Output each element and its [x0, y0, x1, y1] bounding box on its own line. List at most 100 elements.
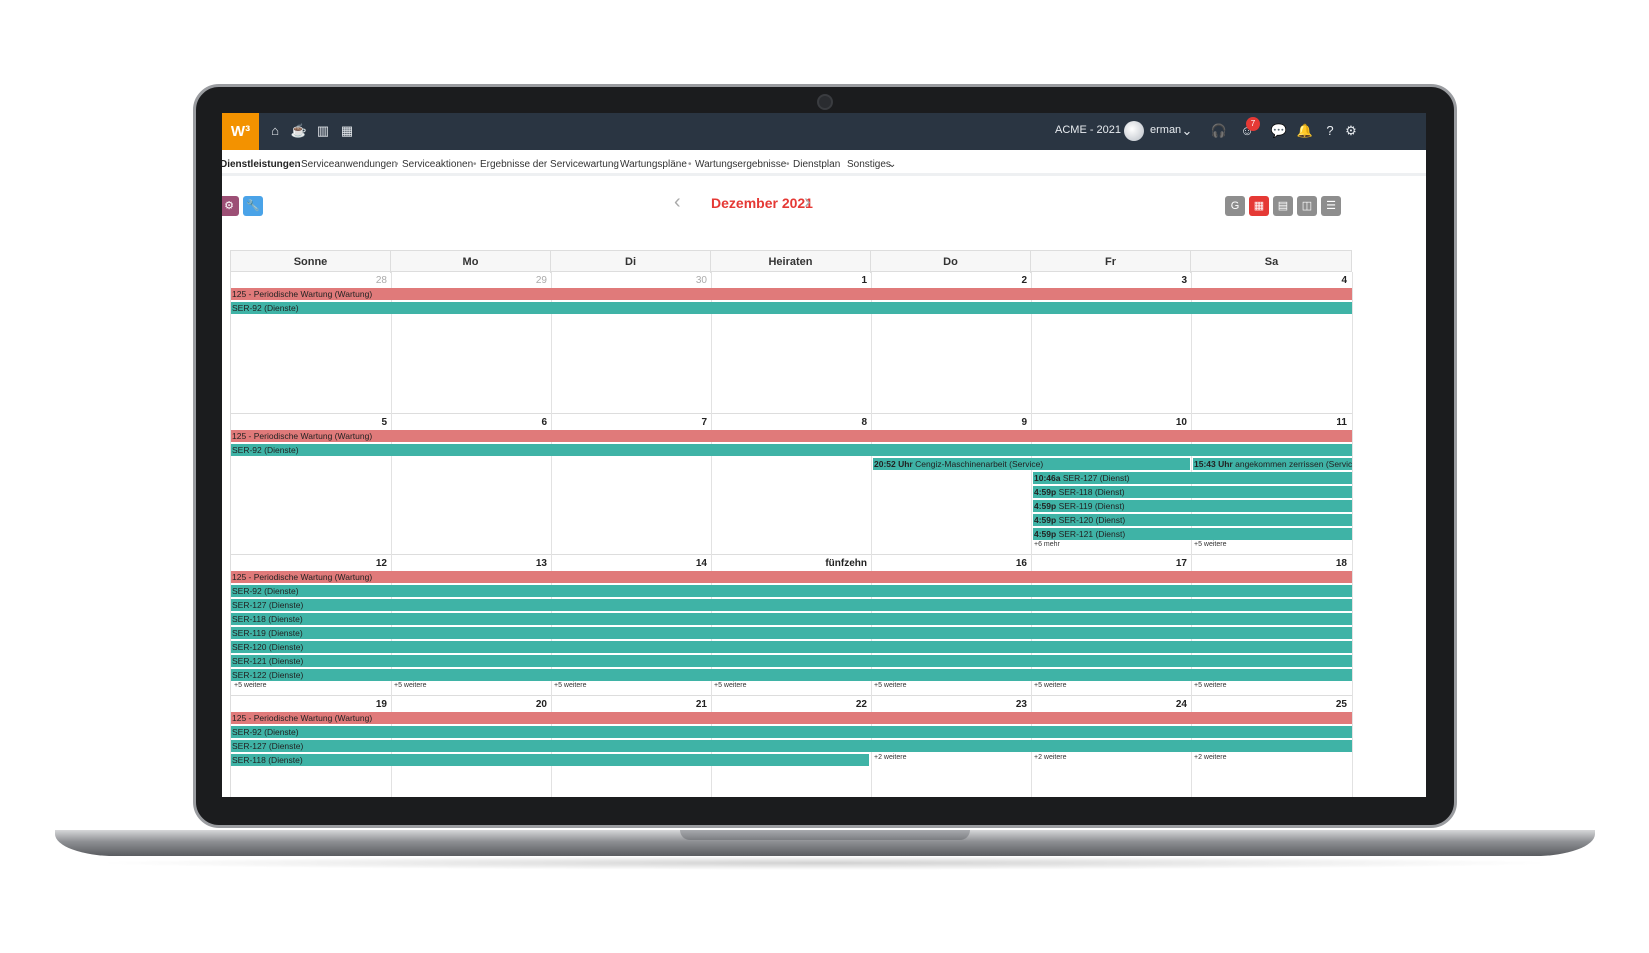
day-number[interactable]: 10 [1175, 417, 1187, 428]
calendar-event[interactable]: 15:43 Uhr angekommen zerrissen (Service) [1193, 458, 1352, 470]
day-number[interactable]: 25 [1335, 699, 1347, 710]
gear-icon[interactable]: ⚙ [1345, 123, 1357, 138]
prev-month-arrow[interactable]: ‹ [674, 191, 681, 213]
day-number[interactable]: 12 [375, 558, 387, 569]
calendar-event[interactable]: 125 - Periodische Wartung (Wartung) [231, 571, 1352, 583]
more-events-link[interactable]: +2 weitere [1034, 754, 1067, 761]
more-events-link[interactable]: +5 weitere [1194, 682, 1227, 689]
day-number[interactable]: 23 [1015, 699, 1027, 710]
day-number[interactable]: fünfzehn [825, 558, 867, 569]
bell-icon[interactable]: 🔔 [1296, 123, 1314, 138]
day-number[interactable]: 8 [861, 417, 867, 428]
calendar-event[interactable]: 4:59p SER-118 (Dienst) [1033, 486, 1352, 498]
day-number[interactable]: 6 [541, 417, 547, 428]
more-events-link[interactable]: +2 weitere [874, 754, 907, 761]
subnav-item-wartungsplaene[interactable]: Wartungspläne [620, 159, 687, 170]
day-number[interactable]: 22 [855, 699, 867, 710]
calendar-event[interactable]: SER-127 (Dienste) [231, 599, 1352, 611]
calendar-event[interactable]: SER-118 (Dienste) [231, 754, 869, 766]
day-number[interactable]: 14 [695, 558, 707, 569]
day-number[interactable]: 3 [1181, 275, 1187, 286]
day-divider [1352, 272, 1353, 414]
more-events-link[interactable]: +5 weitere [394, 682, 427, 689]
user-name[interactable]: erman [1150, 124, 1182, 136]
next-month-arrow[interactable]: › [804, 191, 811, 213]
day-number[interactable]: 21 [695, 699, 707, 710]
day-number[interactable]: 16 [1015, 558, 1027, 569]
chevron-down-icon[interactable]: ⌄ [888, 159, 897, 170]
calendar-event[interactable]: SER-118 (Dienste) [231, 613, 1352, 625]
cup-icon[interactable]: ☕ [290, 123, 308, 138]
subnav-item-sonstiges[interactable]: Sonstiges [847, 159, 891, 170]
calendar-event[interactable]: SER-92 (Dienste) [231, 726, 1352, 738]
help-icon[interactable]: ? [1326, 123, 1334, 138]
calendar-week: 5 6 7 8 9 10 11 125 - Periodische Wartun… [230, 414, 1353, 555]
calendar-event[interactable]: SER-92 (Dienste) [231, 302, 1352, 314]
calendar-event[interactable]: SER-92 (Dienste) [231, 444, 1352, 456]
day-number[interactable]: 1 [861, 275, 867, 286]
wrench-button[interactable]: 🔧 [243, 196, 263, 216]
avatar[interactable] [1124, 121, 1144, 141]
settings-cogs-button[interactable]: ⚙ [222, 196, 239, 216]
day-number[interactable]: 30 [695, 275, 707, 286]
google-calendar-button[interactable]: G [1225, 196, 1245, 216]
calendar-event[interactable]: SER-121 (Dienste) [231, 655, 1352, 667]
day-number[interactable]: 28 [375, 275, 387, 286]
calendar-event[interactable]: 4:59p SER-119 (Dienst) [1033, 500, 1352, 512]
calendar-event[interactable]: SER-119 (Dienste) [231, 627, 1352, 639]
calendar-event[interactable]: SER-127 (Dienste) [231, 740, 1352, 752]
home-icon[interactable]: ⌂ [271, 123, 279, 138]
more-events-link[interactable]: +5 weitere [874, 682, 907, 689]
calendar-event[interactable]: SER-120 (Dienste) [231, 641, 1352, 653]
chevron-down-icon[interactable]: ⌄ [1181, 123, 1193, 138]
month-view-button[interactable]: ▦ [1249, 196, 1269, 216]
subnav-item-dienstplan[interactable]: Dienstplan [793, 159, 841, 170]
more-events-link[interactable]: +5 weitere [1194, 541, 1227, 548]
headset-icon[interactable]: 🎧 [1210, 123, 1228, 138]
subnav-item-wartungsergebnisse[interactable]: Wartungsergebnisse [695, 159, 787, 170]
more-events-link[interactable]: +5 weitere [554, 682, 587, 689]
day-number[interactable]: 20 [535, 699, 547, 710]
chat-icon[interactable]: 💬 [1270, 123, 1288, 138]
day-number[interactable]: 29 [535, 275, 547, 286]
day-number[interactable]: 11 [1336, 417, 1347, 428]
more-events-link[interactable]: +2 weitere [1194, 754, 1227, 761]
subnav-item-dienstleistungen[interactable]: Dienstleistungen [222, 159, 301, 170]
calendar-event[interactable]: 125 - Periodische Wartung (Wartung) [231, 430, 1352, 442]
subnav-item-serviceaktionen[interactable]: Serviceaktionen [402, 159, 474, 170]
calendar-event[interactable]: 125 - Periodische Wartung (Wartung) [231, 288, 1352, 300]
calendar-event[interactable]: SER-92 (Dienste) [231, 585, 1352, 597]
calendar-event[interactable]: SER-122 (Dienste) [231, 669, 1352, 681]
day-number[interactable]: 9 [1021, 417, 1027, 428]
subnav-item-ergebnisse[interactable]: Ergebnisse der Servicewartung [480, 159, 619, 170]
day-number[interactable]: 17 [1175, 558, 1187, 569]
split-view-button[interactable]: ◫ [1297, 196, 1317, 216]
bar-chart-icon[interactable]: ▥ [316, 123, 330, 138]
event-title: SER-127 (Dienst) [1062, 473, 1130, 483]
list-view-button[interactable]: ☰ [1321, 196, 1341, 216]
more-events-link[interactable]: +5 weitere [234, 682, 267, 689]
subnav-item-serviceanwendungen[interactable]: Serviceanwendungen [301, 159, 398, 170]
more-events-link[interactable]: +5 weitere [1034, 682, 1067, 689]
more-events-link[interactable]: +5 weitere [714, 682, 747, 689]
day-number[interactable]: 7 [701, 417, 707, 428]
day-number[interactable]: 2 [1021, 275, 1027, 286]
calendar-event[interactable]: 125 - Periodische Wartung (Wartung) [231, 712, 1352, 724]
event-time: 10:46a [1034, 473, 1061, 483]
week-view-button[interactable]: ▤ [1273, 196, 1293, 216]
day-number[interactable]: 4 [1341, 275, 1347, 286]
calendar-icon[interactable]: ▦ [340, 123, 354, 138]
day-number[interactable]: 13 [535, 558, 547, 569]
day-number[interactable]: 5 [381, 417, 387, 428]
calendar-event[interactable]: 10:46a SER-127 (Dienst) [1033, 472, 1352, 484]
day-number[interactable]: 19 [375, 699, 387, 710]
company-name[interactable]: ACME - 2021 [1055, 124, 1122, 136]
more-events-link[interactable]: +6 mehr [1034, 541, 1060, 548]
app-logo[interactable]: W³ [222, 113, 259, 150]
day-number[interactable]: 18 [1335, 558, 1347, 569]
calendar-event[interactable]: 20:52 Uhr Cengiz-Maschinenarbeit (Servic… [873, 458, 1190, 470]
calendar-event[interactable]: 4:59p SER-121 (Dienst) [1033, 528, 1352, 540]
calendar-event[interactable]: 4:59p SER-120 (Dienst) [1033, 514, 1352, 526]
event-title: SER-120 (Dienst) [1058, 515, 1126, 525]
day-number[interactable]: 24 [1175, 699, 1187, 710]
